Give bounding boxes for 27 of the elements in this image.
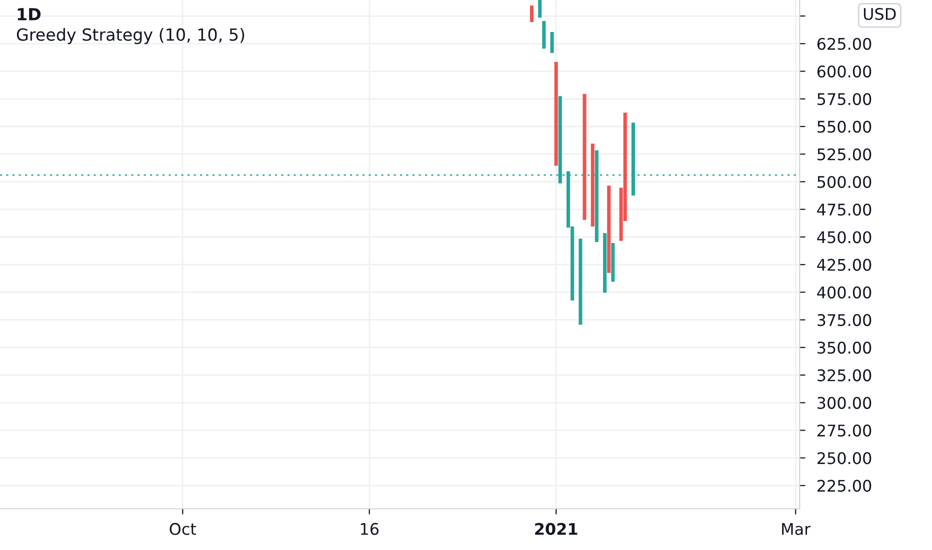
y-tick-label: 575.00 <box>818 93 872 106</box>
y-tick-label: 550.00 <box>818 120 872 133</box>
x-tick-label: 2021 <box>535 522 578 535</box>
y-tick-label: 625.00 <box>817 38 872 50</box>
y-tick-label: 425.00 <box>817 258 872 271</box>
y-tick-label: 325.00 <box>818 369 872 382</box>
y-tick-label: 225.00 <box>817 480 872 492</box>
y-tick-label: 350.00 <box>818 342 872 354</box>
chart-title: 1D <box>18 8 41 20</box>
y-tick-label: 475.00 <box>817 204 872 216</box>
y-tick-label: 500.00 <box>818 176 872 188</box>
y-tick-label: 375.00 <box>818 314 872 326</box>
x-tick-label: 16 <box>360 522 379 535</box>
candlestick <box>538 0 542 18</box>
y-tick-label: 250.00 <box>817 452 872 464</box>
y-tick-label: 275.00 <box>817 424 872 437</box>
x-tick-label: Mar <box>782 523 811 535</box>
candlestick <box>550 32 554 54</box>
y-tick-label: 400.00 <box>817 286 872 299</box>
y-tick-label: 450.00 <box>817 231 872 244</box>
y-tick-label: 300.00 <box>818 396 872 409</box>
y-tick-label: 525.00 <box>818 148 872 160</box>
y-tick-label: 600.00 <box>817 65 872 78</box>
x-tick-label: Oct <box>170 522 196 535</box>
text: Greedy Strategy (10, 10, 5) <box>16 28 244 44</box>
text: USD <box>864 8 896 20</box>
candlestick <box>530 6 534 22</box>
